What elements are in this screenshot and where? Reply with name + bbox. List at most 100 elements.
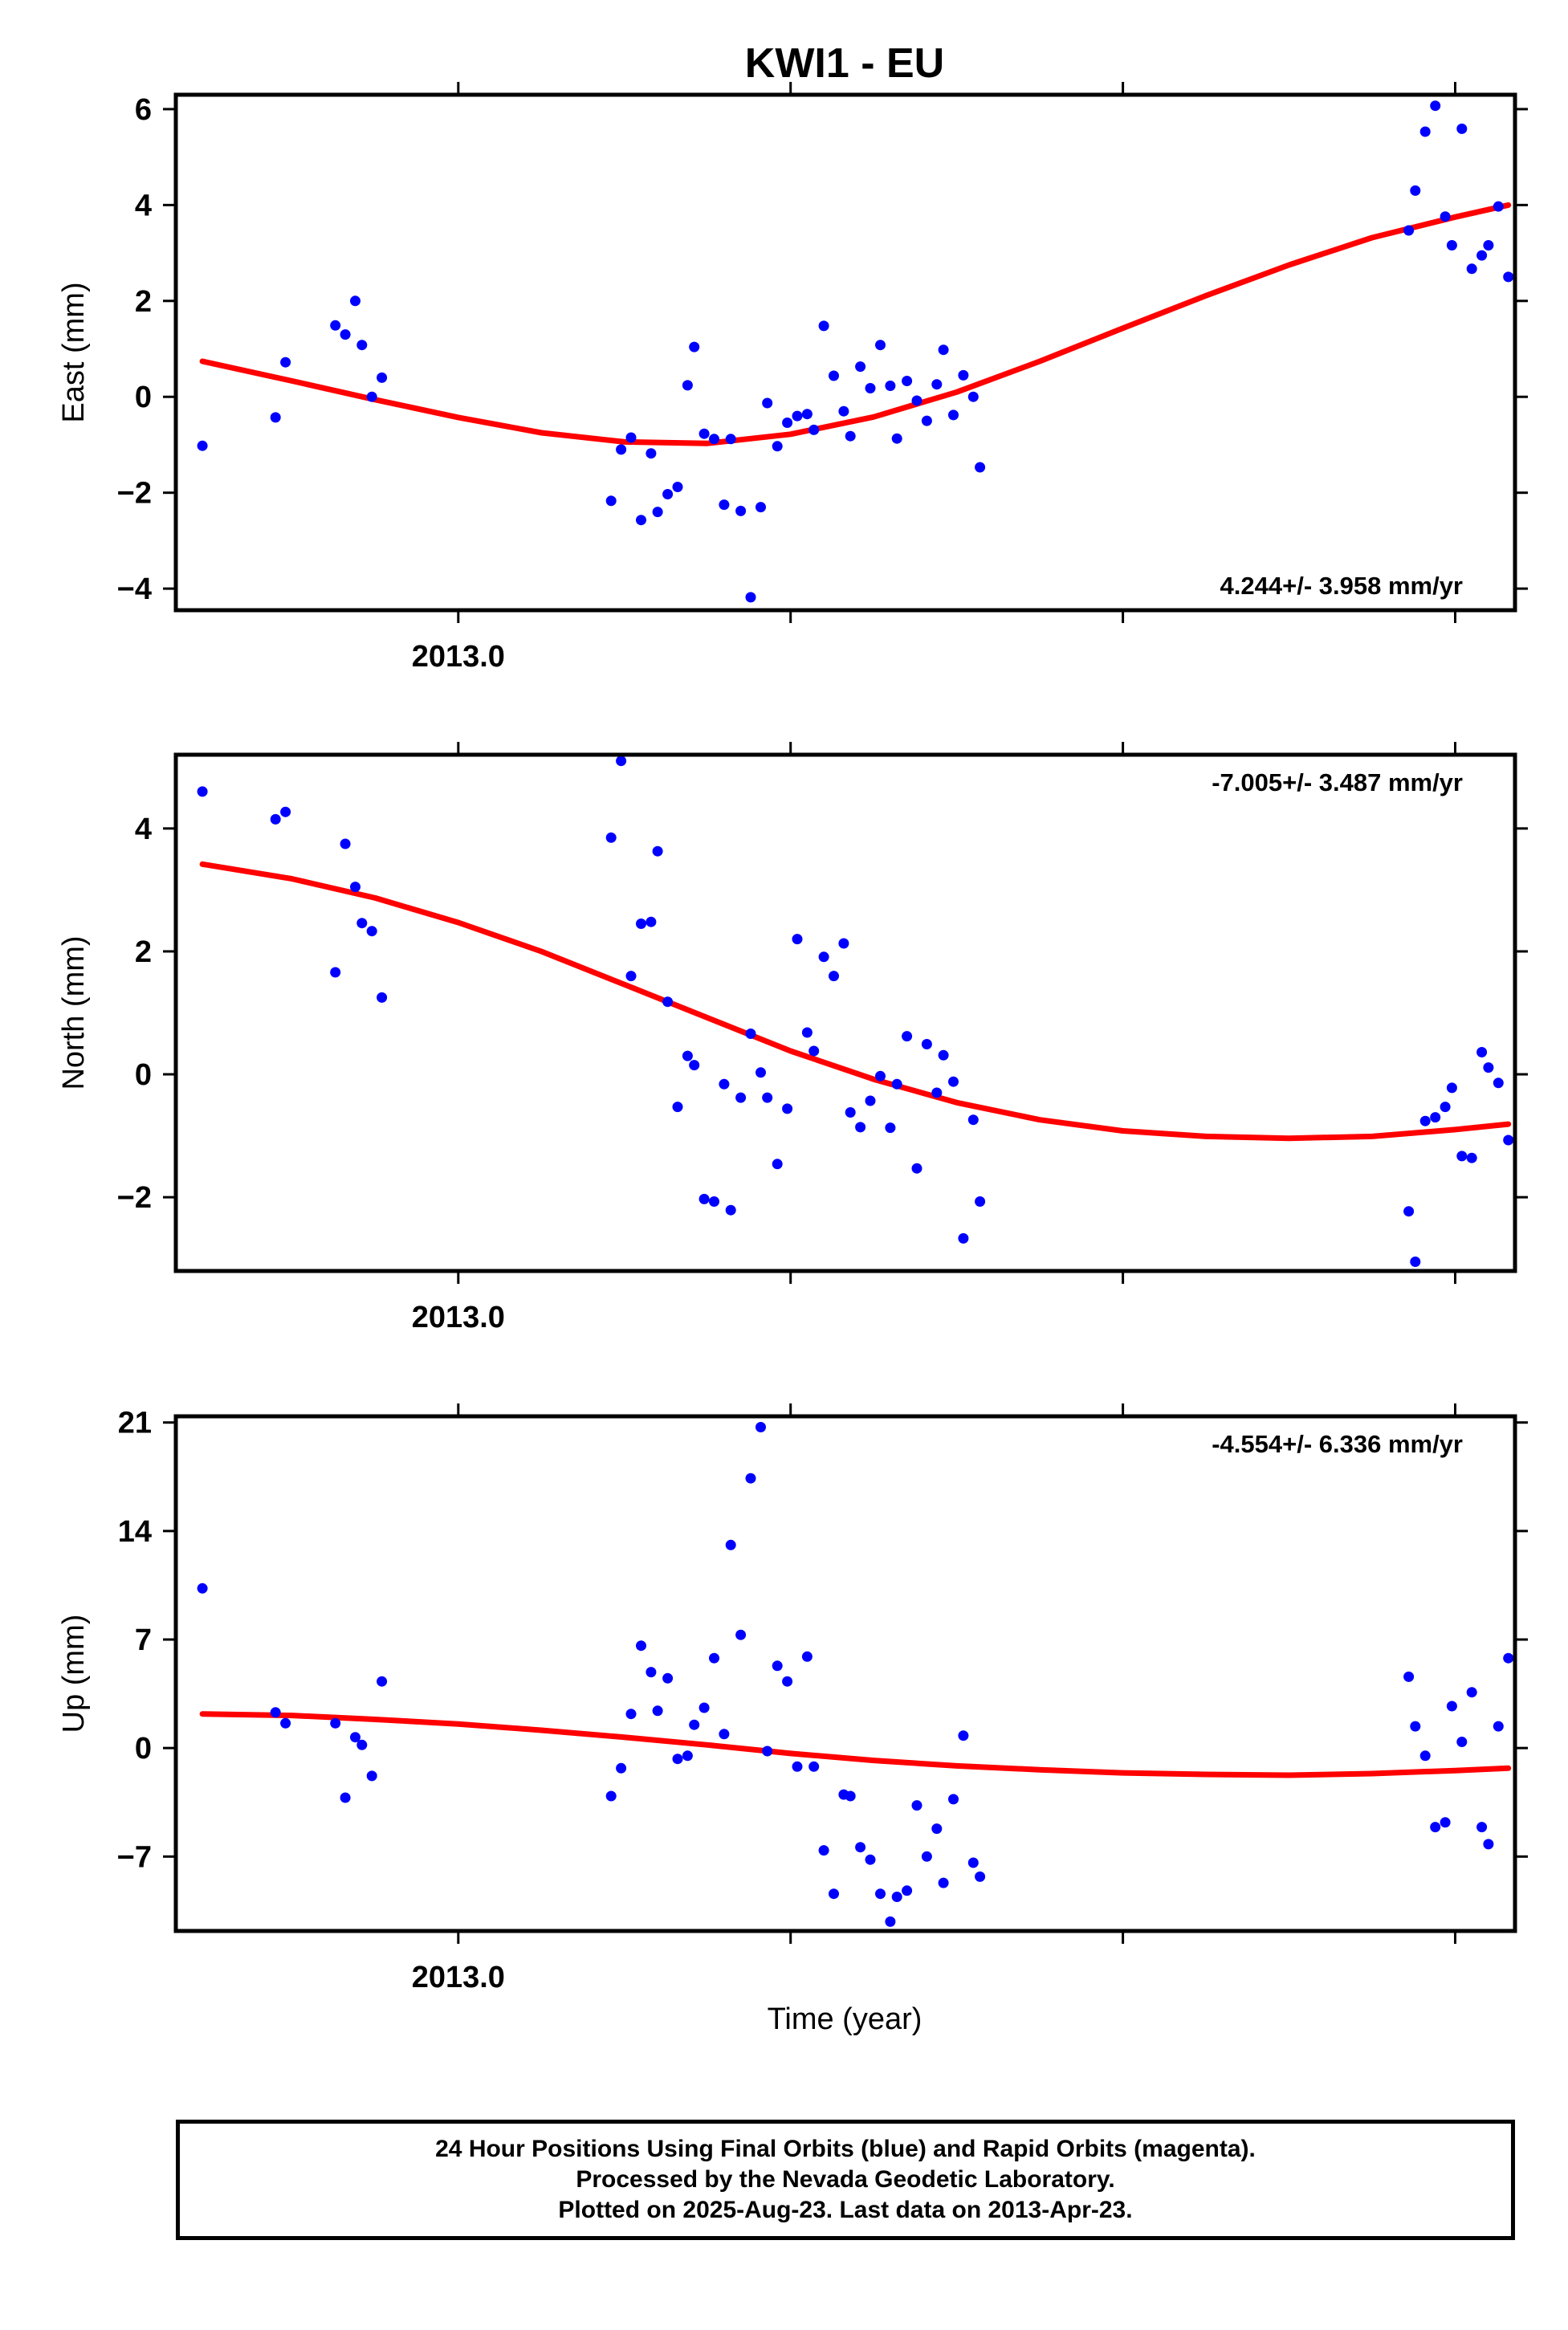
north-data-point <box>792 934 803 945</box>
east-data-point <box>845 430 856 442</box>
north-data-point <box>875 1070 886 1081</box>
east-data-point <box>1493 201 1504 212</box>
east-data-point <box>782 418 793 428</box>
east-data-point <box>875 340 886 351</box>
east-data-point <box>735 505 747 516</box>
east-data-point <box>1440 211 1451 222</box>
north-data-point <box>1456 1151 1468 1162</box>
up-data-point <box>845 1790 856 1802</box>
up-data-point <box>377 1676 388 1687</box>
up-data-point <box>885 1916 896 1927</box>
up-data-point <box>1466 1687 1477 1698</box>
up-data-point <box>280 1717 291 1729</box>
up-data-point <box>1476 1822 1488 1833</box>
up-data-point <box>745 1473 756 1484</box>
east-data-point <box>377 372 388 383</box>
up-data-point <box>636 1640 646 1652</box>
east-data-point <box>1476 250 1488 261</box>
east-data-point <box>865 383 876 393</box>
north-y-axis-label: North (mm) <box>57 935 91 1090</box>
east-ytick-label: 0 <box>135 381 152 414</box>
up-data-point <box>1456 1737 1468 1747</box>
up-data-point <box>646 1667 657 1678</box>
north-data-point <box>1446 1082 1457 1094</box>
north-data-point <box>855 1122 866 1133</box>
x-axis-label: Time (year) <box>768 2002 922 2036</box>
east-data-point <box>755 502 766 513</box>
east-xtick-label: 2013.0 <box>412 640 505 674</box>
east-data-point <box>625 432 637 443</box>
up-data-point <box>875 1888 886 1900</box>
north-data-point <box>865 1095 876 1106</box>
up-data-point <box>755 1422 766 1432</box>
up-panel: −7 0 7 14 21 2013.0 Up (mm) -4.554+/- 6.336 mm/… <box>57 1403 1528 1994</box>
up-plot-area <box>197 1422 1514 1927</box>
up-rate-label: -4.554+/- 6.336 mm/yr <box>1212 1430 1463 1458</box>
east-data-point <box>366 391 377 402</box>
east-data-point <box>911 395 922 406</box>
up-data-point <box>330 1717 341 1729</box>
east-data-point <box>1419 126 1431 137</box>
up-data-point <box>938 1877 949 1888</box>
north-xtick-label: 2013.0 <box>412 1301 505 1334</box>
north-data-point <box>719 1078 730 1090</box>
chart-title: KWI1 - EU <box>745 40 944 87</box>
north-data-point <box>975 1196 986 1207</box>
east-data-point <box>1466 263 1477 275</box>
east-rate-label: 4.244+/- 3.958 mm/yr <box>1220 572 1463 600</box>
up-data-point <box>782 1676 793 1687</box>
north-data-point <box>782 1103 793 1114</box>
north-data-point <box>755 1067 766 1078</box>
east-data-point <box>938 344 949 356</box>
up-frame <box>173 1414 1517 1933</box>
up-data-point <box>792 1761 803 1772</box>
north-data-point <box>1466 1152 1477 1163</box>
north-data-point <box>682 1050 693 1061</box>
north-data-point <box>891 1078 902 1090</box>
east-data-point <box>197 440 208 451</box>
east-data-point <box>725 434 736 445</box>
north-fit-line <box>199 861 1512 1142</box>
up-data-point <box>605 1790 617 1802</box>
footer-line-3: Plotted on 2025-Aug-23. Last data on 201… <box>558 2197 1133 2223</box>
east-ytick-label: −4 <box>117 572 152 606</box>
north-plot-area <box>197 756 1514 1267</box>
north-data-point <box>762 1092 773 1103</box>
up-ytick-label: −7 <box>117 1840 152 1874</box>
east-data-point <box>921 415 932 426</box>
up-ytick-label: 14 <box>118 1515 152 1549</box>
up-data-point <box>911 1800 922 1811</box>
north-data-point <box>350 882 360 893</box>
east-data-point <box>745 592 756 603</box>
north-data-point <box>646 916 657 927</box>
east-panel: −4 −2 0 2 4 6 2013.0 East (mm) 4.244+/- 3.958 mm… <box>57 82 1528 674</box>
up-data-point <box>652 1705 663 1717</box>
north-data-point <box>921 1039 932 1049</box>
north-data-point <box>1410 1257 1421 1267</box>
up-data-point <box>662 1672 674 1684</box>
east-data-point <box>1430 100 1441 112</box>
up-data-point <box>865 1854 876 1865</box>
north-data-point <box>280 806 291 817</box>
footer-line-1: 24 Hour Positions Using Final Orbits (bl… <box>435 2136 1256 2162</box>
north-data-point <box>772 1159 783 1170</box>
north-data-point <box>1403 1206 1415 1217</box>
north-data-point <box>356 918 368 929</box>
east-data-point <box>975 462 986 473</box>
north-data-point <box>366 926 377 937</box>
up-data-point <box>801 1651 813 1662</box>
panels: −4 −2 0 2 4 6 2013.0 East (mm) 4.244+/- 3.958 mm… <box>57 82 1528 1994</box>
east-data-point <box>1483 240 1494 251</box>
north-data-point <box>1493 1077 1504 1089</box>
north-data-point <box>698 1193 710 1204</box>
north-data-point <box>931 1087 943 1098</box>
up-data-point <box>931 1823 943 1835</box>
up-data-point <box>625 1709 637 1720</box>
east-frame <box>173 92 1517 613</box>
east-data-point <box>1503 271 1514 283</box>
east-data-point <box>709 434 719 445</box>
north-data-point <box>636 919 646 929</box>
east-fit-line <box>199 202 1512 446</box>
north-frame <box>173 752 1517 1273</box>
east-data-point <box>958 369 969 381</box>
